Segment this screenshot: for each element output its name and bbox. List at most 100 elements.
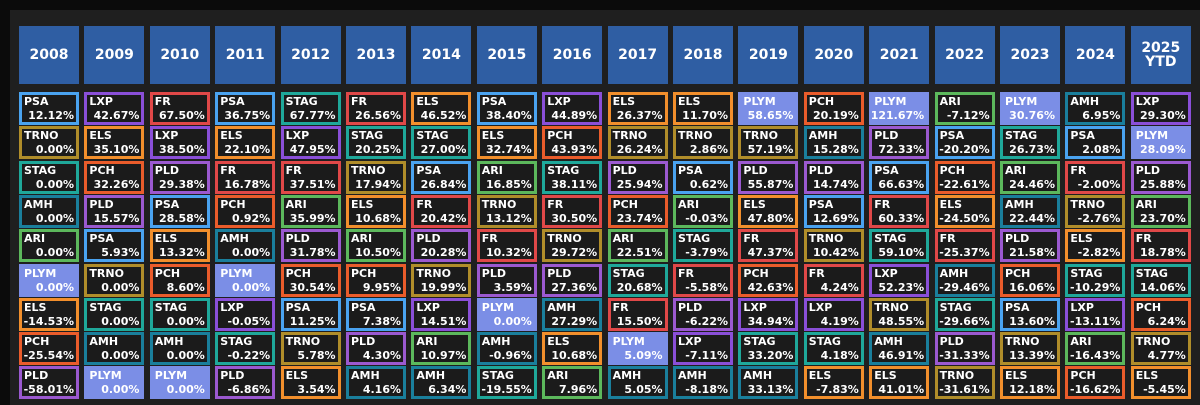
year-header: 2011	[215, 26, 276, 84]
return-value: 10.68%	[551, 349, 598, 363]
return-value: -3.79%	[685, 246, 728, 260]
ticker-label: PCH	[1135, 300, 1162, 314]
ticker-cell-pch: PCH 9.95%	[346, 263, 406, 297]
ticker-cell-amh: AMH 27.29%	[542, 297, 603, 331]
ticker-cell-lxp: LXP 47.95%	[280, 126, 341, 160]
return-value: 41.01%	[878, 383, 925, 397]
return-value: 0.00%	[166, 314, 205, 328]
ticker-label: FR	[154, 95, 171, 108]
ticker-cell-els: ELS 11.70%	[673, 92, 733, 125]
ticker-cell-stag: STAG 0.00%	[149, 297, 210, 331]
return-value: 10.42%	[812, 246, 859, 260]
ticker-cell-amh: AMH 15.28%	[803, 126, 864, 160]
return-value: 0.00%	[232, 280, 271, 294]
return-value: 29.72%	[551, 246, 598, 260]
ticker-label: PCH	[24, 335, 50, 349]
year-header: 2009	[84, 26, 145, 84]
return-value: 47.80%	[747, 211, 794, 225]
return-value: 11.70%	[682, 109, 728, 122]
ticker-cell-trno: TRNO 13.12%	[476, 194, 537, 228]
return-value: 4.16%	[362, 383, 401, 397]
ticker-cell-lxp: LXP -0.05%	[215, 297, 276, 331]
ticker-cell-pld: PLD -6.22%	[673, 297, 733, 331]
return-value: 32.26%	[93, 177, 140, 191]
ticker-cell-plym: PLYM 0.00%	[149, 366, 210, 400]
ticker-cell-lxp: LXP 29.30%	[1130, 92, 1191, 125]
return-value: 6.95%	[1082, 109, 1121, 122]
ticker-cell-ari: ARI 23.70%	[1130, 194, 1191, 228]
return-value: 10.32%	[485, 246, 532, 260]
ticker-cell-pch: PCH 42.63%	[738, 263, 799, 297]
ticker-label: LXP	[220, 300, 244, 314]
ticker-label: AMH	[416, 369, 446, 383]
return-value: -20.20%	[939, 143, 990, 157]
ticker-cell-psa: PSA 5.93%	[84, 229, 145, 263]
ticker-cell-pch: PCH -16.62%	[1065, 366, 1126, 400]
ticker-cell-ari: ARI -0.03%	[673, 194, 733, 228]
ticker-label: AMH	[612, 369, 642, 383]
ticker-cell-psa: PSA 11.25%	[280, 297, 341, 331]
ticker-label: ARI	[481, 163, 503, 177]
year-header: 2012	[280, 26, 341, 84]
ticker-cell-pld: PLD 25.94%	[607, 160, 668, 194]
ticker-label: AMH	[678, 369, 707, 383]
ticker-cell-els: ELS -5.45%	[1130, 366, 1191, 400]
ticker-cell-pld: PLD -31.33%	[934, 332, 995, 366]
ticker-label: ELS	[1070, 232, 1093, 246]
return-value: 14.74%	[812, 177, 859, 191]
ticker-cell-trno: TRNO 13.39%	[1000, 332, 1060, 366]
year-header: 2020	[803, 26, 864, 84]
ticker-cell-plym: PLYM 121.67%	[869, 92, 930, 125]
ticker-label: LXP	[874, 266, 898, 280]
ticker-label: FR	[285, 163, 302, 177]
ticker-label: PCH	[1070, 369, 1096, 383]
ticker-label: STAG	[351, 129, 384, 143]
return-value: 14.51%	[420, 314, 467, 328]
ticker-cell-plym: PLYM 58.65%	[738, 92, 799, 125]
return-value: 3.54%	[297, 383, 336, 397]
return-value: -7.12%	[946, 109, 990, 122]
ticker-cell-psa: PSA 38.40%	[476, 92, 537, 125]
ticker-label: FR	[547, 197, 564, 211]
return-value: 13.39%	[1009, 349, 1055, 363]
return-value: 0.00%	[101, 349, 140, 363]
ticker-label: PLD	[89, 197, 114, 211]
return-value: 25.88%	[1139, 177, 1186, 191]
ticker-cell-fr: FR 30.50%	[542, 194, 603, 228]
return-value: 0.62%	[689, 177, 728, 191]
ticker-cell-trno: TRNO 4.77%	[1130, 332, 1191, 366]
return-value: 9.95%	[362, 280, 401, 294]
ticker-cell-stag: STAG 26.73%	[1000, 126, 1060, 160]
ticker-label: TRNO	[351, 163, 386, 177]
return-value: -25.54%	[23, 349, 74, 363]
return-value: 4.30%	[362, 349, 401, 363]
return-value: 25.94%	[616, 177, 663, 191]
return-value: 12.69%	[812, 211, 859, 225]
ticker-label: STAG	[416, 129, 449, 143]
ticker-label: ELS	[743, 197, 766, 211]
return-value: 23.70%	[1139, 211, 1186, 225]
ticker-label: TRNO	[89, 266, 124, 280]
return-value: 29.38%	[158, 177, 205, 191]
ticker-cell-stag: STAG 67.77%	[280, 92, 341, 125]
year-header: 2010	[149, 26, 210, 84]
return-value: 30.50%	[551, 211, 598, 225]
return-value: 12.18%	[1009, 383, 1055, 397]
return-value: 60.33%	[878, 211, 925, 225]
ticker-label: FR	[220, 163, 237, 177]
ticker-cell-els: ELS 35.10%	[84, 126, 145, 160]
return-value: -31.61%	[939, 383, 990, 397]
ticker-cell-amh: AMH -29.46%	[934, 263, 995, 297]
ticker-label: PCH	[220, 197, 246, 211]
ticker-label: PLYM	[481, 300, 515, 314]
ticker-label: PLD	[351, 335, 376, 349]
ticker-label: PLYM	[612, 335, 645, 349]
ticker-label: PCH	[808, 95, 835, 108]
year-header: 2023	[1000, 26, 1060, 84]
return-value: 33.13%	[747, 383, 794, 397]
ticker-cell-psa: PSA 36.75%	[215, 92, 276, 125]
ticker-label: PLD	[416, 232, 441, 246]
return-value: 10.97%	[420, 349, 467, 363]
return-value: 0.00%	[101, 383, 140, 397]
return-value: 33.20%	[747, 349, 794, 363]
